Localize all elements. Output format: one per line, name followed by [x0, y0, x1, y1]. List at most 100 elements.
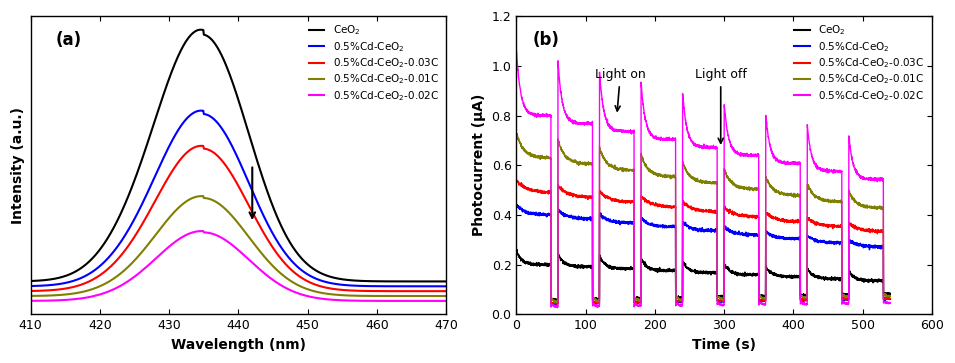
- Line: 0.5%Cd-CeO$_2$-0.02C: 0.5%Cd-CeO$_2$-0.02C: [31, 231, 446, 301]
- X-axis label: Time (s): Time (s): [692, 338, 756, 352]
- Line: 0.5%Cd-CeO$_2$-0.02C: 0.5%Cd-CeO$_2$-0.02C: [517, 52, 890, 308]
- Line: 0.5%Cd-CeO$_2$-0.03C: 0.5%Cd-CeO$_2$-0.03C: [31, 146, 446, 291]
- 0.5%Cd-CeO$_2$-0.03C: [551, 302, 562, 306]
- 0.5%Cd-CeO$_2$: [884, 297, 896, 301]
- 0.5%Cd-CeO$_2$-0.01C: [196, 194, 207, 198]
- 0.5%Cd-CeO$_2$-0.01C: [266, 264, 278, 268]
- 0.5%Cd-CeO$_2$-0.03C: [511, 178, 522, 182]
- 0.5%Cd-CeO$_2$-0.01C: [884, 294, 896, 299]
- 0.5%Cd-CeO$_2$-0.03C: [383, 289, 394, 293]
- Line: 0.5%Cd-CeO$_2$-0.03C: 0.5%Cd-CeO$_2$-0.03C: [517, 180, 890, 304]
- 0.5%Cd-CeO$_2$-0.01C: [608, 165, 620, 170]
- CeO$_2$: [290, 249, 302, 254]
- 0.5%Cd-CeO$_2$-0.02C: [647, 134, 658, 138]
- 0.5%Cd-CeO$_2$-0.03C: [708, 209, 719, 213]
- CeO$_2$: [511, 249, 522, 253]
- 0.5%Cd-CeO$_2$-0.01C: [278, 273, 289, 278]
- 0.5%Cd-CeO$_2$-0.01C: [290, 282, 302, 286]
- CeO$_2$: [383, 279, 394, 284]
- 0.5%Cd-CeO$_2$: [383, 284, 394, 289]
- 0.5%Cd-CeO$_2$-0.03C: [647, 201, 658, 205]
- 0.5%Cd-CeO$_2$-0.01C: [551, 301, 562, 305]
- Line: 0.5%Cd-CeO$_2$: 0.5%Cd-CeO$_2$: [517, 205, 890, 305]
- 0.5%Cd-CeO$_2$-0.03C: [884, 297, 896, 301]
- 0.5%Cd-CeO$_2$: [763, 232, 775, 236]
- Line: CeO$_2$: CeO$_2$: [517, 251, 890, 301]
- CeO$_2$: [25, 279, 36, 283]
- 0.5%Cd-CeO$_2$-0.03C: [341, 288, 352, 293]
- 0.5%Cd-CeO$_2$: [511, 203, 522, 207]
- 0.5%Cd-CeO$_2$-0.03C: [763, 212, 775, 216]
- 0.5%Cd-CeO$_2$-0.02C: [511, 50, 522, 54]
- 0.5%Cd-CeO$_2$-0.03C: [440, 289, 452, 293]
- 0.5%Cd-CeO$_2$-0.03C: [278, 260, 289, 264]
- 0.5%Cd-CeO$_2$-0.03C: [608, 197, 620, 202]
- 0.5%Cd-CeO$_2$-0.03C: [25, 289, 36, 293]
- 0.5%Cd-CeO$_2$: [440, 284, 452, 289]
- CeO$_2$: [884, 291, 896, 296]
- 0.5%Cd-CeO$_2$-0.03C: [532, 188, 543, 192]
- 0.5%Cd-CeO$_2$-0.03C: [51, 287, 62, 292]
- 0.5%Cd-CeO$_2$-0.01C: [383, 294, 394, 298]
- Text: Light on: Light on: [595, 68, 646, 111]
- Line: 0.5%Cd-CeO$_2$: 0.5%Cd-CeO$_2$: [31, 111, 446, 286]
- 0.5%Cd-CeO$_2$: [341, 283, 352, 287]
- CeO$_2$: [51, 276, 62, 281]
- CeO$_2$: [520, 259, 531, 263]
- 0.5%Cd-CeO$_2$: [51, 282, 62, 287]
- 0.5%Cd-CeO$_2$: [196, 109, 207, 113]
- Line: CeO$_2$: CeO$_2$: [31, 30, 446, 281]
- CeO$_2$: [440, 279, 452, 284]
- 0.5%Cd-CeO$_2$-0.02C: [440, 299, 452, 303]
- 0.5%Cd-CeO$_2$-0.02C: [341, 298, 352, 303]
- Text: (a): (a): [55, 31, 82, 49]
- 0.5%Cd-CeO$_2$-0.03C: [290, 272, 302, 276]
- 0.5%Cd-CeO$_2$: [551, 302, 562, 307]
- CeO$_2$: [647, 268, 658, 272]
- 0.5%Cd-CeO$_2$-0.02C: [608, 128, 620, 132]
- 0.5%Cd-CeO$_2$-0.02C: [266, 277, 278, 282]
- 0.5%Cd-CeO$_2$-0.01C: [511, 130, 522, 135]
- 0.5%Cd-CeO$_2$-0.01C: [532, 155, 543, 159]
- 0.5%Cd-CeO$_2$-0.01C: [647, 170, 658, 174]
- 0.5%Cd-CeO$_2$-0.02C: [884, 301, 896, 305]
- 0.5%Cd-CeO$_2$-0.01C: [440, 294, 452, 298]
- 0.5%Cd-CeO$_2$: [290, 263, 302, 268]
- 0.5%Cd-CeO$_2$-0.03C: [520, 186, 531, 190]
- CeO$_2$: [532, 262, 543, 266]
- CeO$_2$: [708, 270, 719, 275]
- 0.5%Cd-CeO$_2$-0.02C: [278, 285, 289, 289]
- CeO$_2$: [608, 265, 620, 269]
- 0.5%Cd-CeO$_2$-0.01C: [520, 147, 531, 152]
- 0.5%Cd-CeO$_2$-0.01C: [763, 180, 775, 185]
- CeO$_2$: [341, 278, 352, 282]
- Y-axis label: Intensity (a.u.): Intensity (a.u.): [11, 107, 25, 224]
- 0.5%Cd-CeO$_2$-0.01C: [707, 182, 718, 186]
- X-axis label: Wavelength (nm): Wavelength (nm): [171, 338, 306, 352]
- 0.5%Cd-CeO$_2$: [278, 248, 289, 253]
- 0.5%Cd-CeO$_2$-0.02C: [383, 299, 394, 303]
- CeO$_2$: [511, 249, 522, 254]
- 0.5%Cd-CeO$_2$: [608, 220, 620, 224]
- Y-axis label: Photocurrent (μA): Photocurrent (μA): [472, 94, 486, 236]
- 0.5%Cd-CeO$_2$: [708, 229, 719, 234]
- 0.5%Cd-CeO$_2$-0.02C: [290, 290, 302, 295]
- 0.5%Cd-CeO$_2$-0.02C: [551, 306, 562, 310]
- 0.5%Cd-CeO$_2$-0.02C: [532, 114, 543, 118]
- Text: Light off: Light off: [695, 68, 747, 143]
- CeO$_2$: [278, 228, 289, 233]
- 0.5%Cd-CeO$_2$-0.02C: [196, 229, 207, 233]
- CeO$_2$: [195, 28, 206, 32]
- 0.5%Cd-CeO$_2$: [520, 209, 531, 213]
- 0.5%Cd-CeO$_2$-0.03C: [266, 245, 278, 249]
- 0.5%Cd-CeO$_2$-0.02C: [25, 299, 36, 303]
- Legend: CeO$_2$, 0.5%Cd-CeO$_2$, 0.5%Cd-CeO$_2$-0.03C, 0.5%Cd-CeO$_2$-0.01C, 0.5%Cd-CeO$: CeO$_2$, 0.5%Cd-CeO$_2$, 0.5%Cd-CeO$_2$-…: [305, 19, 443, 107]
- Legend: CeO$_2$, 0.5%Cd-CeO$_2$, 0.5%Cd-CeO$_2$-0.03C, 0.5%Cd-CeO$_2$-0.01C, 0.5%Cd-CeO$: CeO$_2$, 0.5%Cd-CeO$_2$, 0.5%Cd-CeO$_2$-…: [790, 19, 929, 107]
- 0.5%Cd-CeO$_2$: [25, 284, 36, 288]
- 0.5%Cd-CeO$_2$-0.01C: [341, 293, 352, 298]
- Line: 0.5%Cd-CeO$_2$-0.01C: 0.5%Cd-CeO$_2$-0.01C: [31, 196, 446, 296]
- Text: (b): (b): [533, 31, 560, 49]
- 0.5%Cd-CeO$_2$-0.01C: [25, 294, 36, 298]
- 0.5%Cd-CeO$_2$-0.02C: [51, 298, 62, 303]
- 0.5%Cd-CeO$_2$-0.02C: [520, 106, 531, 110]
